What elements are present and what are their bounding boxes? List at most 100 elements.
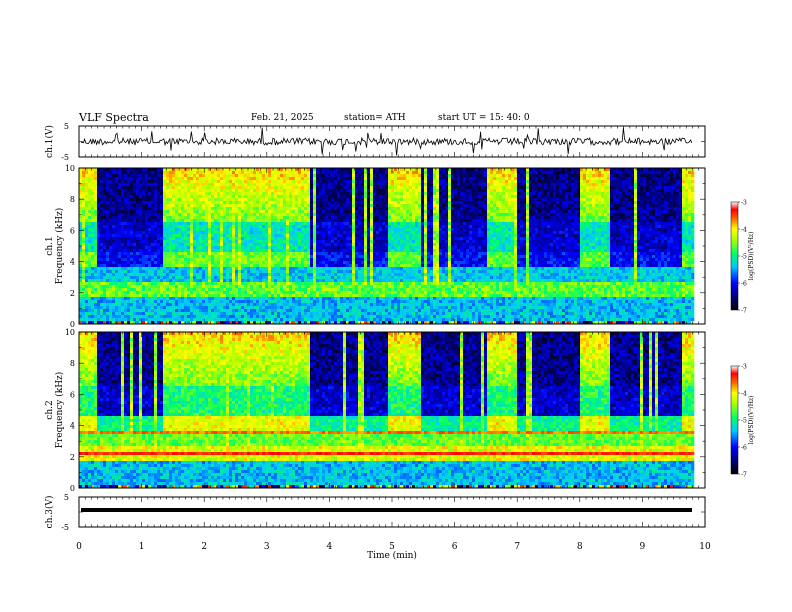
spectrogram-cell bbox=[187, 219, 190, 222]
spectrogram-cell bbox=[88, 201, 91, 204]
spectrogram-cell bbox=[172, 267, 175, 270]
spectrogram-cell bbox=[127, 222, 130, 225]
spectrogram-cell bbox=[286, 228, 289, 231]
spectrogram-cell bbox=[163, 306, 166, 309]
spectrogram-cell bbox=[172, 264, 175, 267]
spectrogram-cell bbox=[85, 243, 88, 246]
spectrogram-cell bbox=[277, 186, 280, 189]
spectrogram-cell bbox=[151, 240, 154, 243]
spectrogram-cell bbox=[142, 222, 145, 225]
spectrogram-cell bbox=[163, 225, 166, 228]
spectrogram-cell bbox=[193, 195, 196, 198]
spectrogram-cell bbox=[172, 291, 175, 294]
spectrogram-cell bbox=[316, 219, 319, 222]
spectrogram-cell bbox=[301, 267, 304, 270]
spectrogram-cell bbox=[253, 222, 256, 225]
spectrogram-cell bbox=[256, 258, 259, 261]
spectrogram-cell bbox=[82, 243, 85, 246]
spectrogram-cell bbox=[316, 261, 319, 264]
spectrogram-cell bbox=[226, 312, 229, 315]
spectrogram-cell bbox=[115, 180, 118, 183]
spectrogram-cell bbox=[214, 198, 217, 201]
spectrogram-cell bbox=[259, 294, 262, 297]
spectrogram-cell bbox=[82, 177, 85, 180]
spectrogram-cell bbox=[316, 270, 319, 273]
spectrogram-cell bbox=[325, 213, 328, 216]
spectrogram-cell bbox=[190, 222, 193, 225]
spectrogram-cell bbox=[190, 273, 193, 276]
spectrogram-cell bbox=[94, 246, 97, 249]
spectrogram-cell bbox=[337, 288, 340, 291]
spectrogram-cell bbox=[139, 177, 142, 180]
spectrogram-cell bbox=[241, 315, 244, 318]
spectrogram-cell bbox=[346, 177, 349, 180]
spectrogram-cell bbox=[85, 213, 88, 216]
spectrogram-cell bbox=[250, 258, 253, 261]
spectrogram-cell bbox=[259, 207, 262, 210]
spectrogram-cell bbox=[160, 228, 163, 231]
spectrogram-cell bbox=[337, 189, 340, 192]
spectrogram-cell bbox=[325, 231, 328, 234]
spectrogram-cell bbox=[259, 240, 262, 243]
spectrogram-cell bbox=[118, 189, 121, 192]
spectrogram-cell bbox=[193, 171, 196, 174]
spectrogram-cell bbox=[208, 180, 211, 183]
spectrogram-cell bbox=[178, 291, 181, 294]
spectrogram-cell bbox=[145, 213, 148, 216]
spectrogram-cell bbox=[253, 240, 256, 243]
spectrogram-cell bbox=[247, 318, 250, 321]
spectrogram-cell bbox=[193, 243, 196, 246]
spectrogram-cell bbox=[127, 216, 130, 219]
spectrogram-cell bbox=[139, 213, 142, 216]
spectrogram-cell bbox=[262, 240, 265, 243]
spectrogram-cell bbox=[190, 312, 193, 315]
spectrogram-cell bbox=[241, 189, 244, 192]
spectrogram-cell bbox=[118, 249, 121, 252]
spectrogram-cell bbox=[313, 306, 316, 309]
spectrogram-cell bbox=[118, 213, 121, 216]
spectrogram-cell bbox=[136, 267, 139, 270]
spectrogram-cell bbox=[325, 279, 328, 282]
spectrogram-cell bbox=[304, 288, 307, 291]
spectrogram-cell bbox=[262, 300, 265, 303]
spectrogram-cell bbox=[334, 276, 337, 279]
spectrogram-cell bbox=[319, 234, 322, 237]
spectrogram-cell bbox=[154, 237, 157, 240]
spectrogram-cell bbox=[163, 291, 166, 294]
spectrogram-cell bbox=[220, 216, 223, 219]
spectrogram-cell bbox=[259, 267, 262, 270]
spectrogram-cell bbox=[244, 279, 247, 282]
spectrogram-cell bbox=[91, 192, 94, 195]
spectrogram-cell bbox=[121, 180, 124, 183]
spectrogram-cell bbox=[91, 213, 94, 216]
spectrogram-cell bbox=[340, 195, 343, 198]
spectrogram-cell bbox=[94, 273, 97, 276]
spectrogram-cell bbox=[172, 276, 175, 279]
spectrogram-cell bbox=[157, 297, 160, 300]
spectrogram-cell bbox=[109, 255, 112, 258]
spectrogram-cell bbox=[316, 174, 319, 177]
spectrogram-cell bbox=[238, 294, 241, 297]
spectrogram-cell bbox=[112, 312, 115, 315]
spectrogram-cell bbox=[217, 267, 220, 270]
spectrogram-cell bbox=[94, 306, 97, 309]
spectrogram-cell bbox=[337, 279, 340, 282]
spectrogram-cell bbox=[145, 186, 148, 189]
spectrogram-cell bbox=[274, 243, 277, 246]
spectrogram-cell bbox=[286, 258, 289, 261]
spectrogram-cell bbox=[82, 174, 85, 177]
spectrogram-cell bbox=[115, 183, 118, 186]
spectrogram-cell bbox=[304, 180, 307, 183]
spectrogram-cell bbox=[187, 291, 190, 294]
spectrogram-cell bbox=[205, 288, 208, 291]
spectrogram-cell bbox=[331, 234, 334, 237]
spectrogram-cell bbox=[136, 285, 139, 288]
spectrogram-cell bbox=[103, 183, 106, 186]
spectrogram-cell bbox=[172, 234, 175, 237]
spectrogram-cell bbox=[256, 240, 259, 243]
spectrogram-cell bbox=[223, 306, 226, 309]
spectrogram-cell bbox=[88, 282, 91, 285]
spectrogram-cell bbox=[193, 222, 196, 225]
spectrogram-cell bbox=[319, 312, 322, 315]
spectrogram-cell bbox=[142, 312, 145, 315]
